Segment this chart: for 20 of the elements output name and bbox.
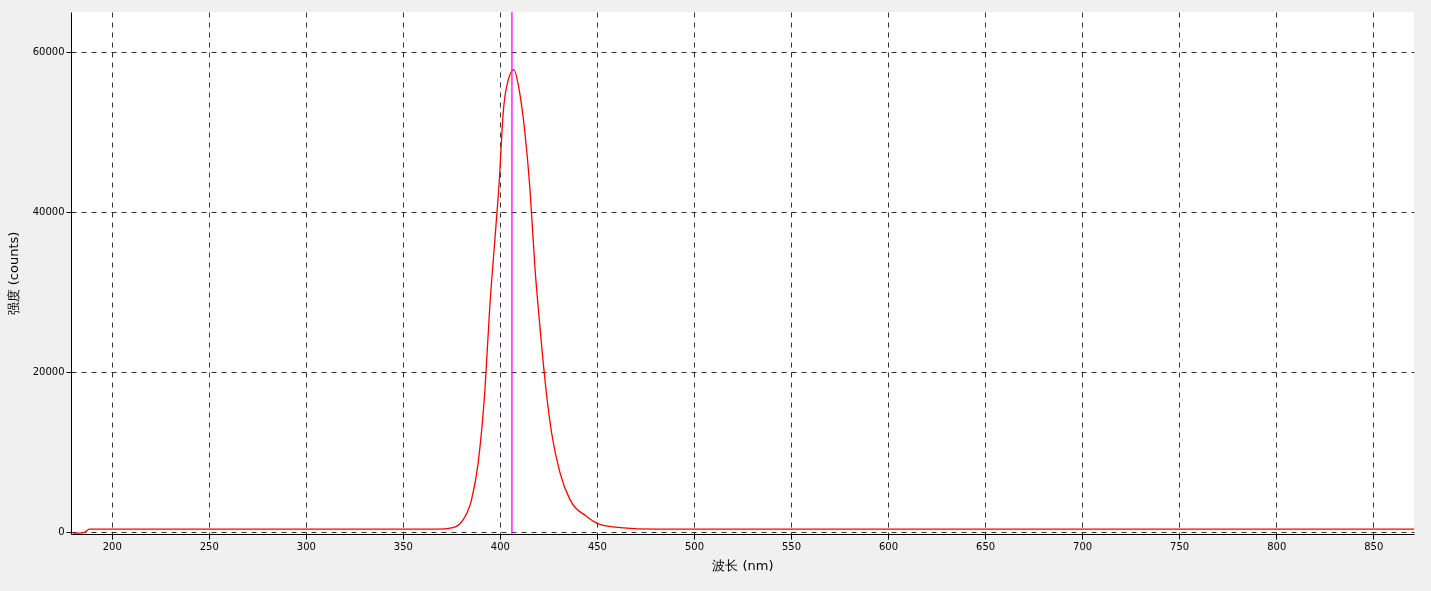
x-tick-label: 300 xyxy=(296,540,316,552)
y-tick-label: 0 xyxy=(58,526,65,538)
x-tick-label: 350 xyxy=(393,540,413,552)
x-tick-label: 250 xyxy=(199,540,219,552)
y-tick-label: 40000 xyxy=(32,206,65,218)
x-tick-label: 700 xyxy=(1073,540,1093,552)
x-tick-label: 650 xyxy=(976,540,996,552)
x-tick-label: 800 xyxy=(1267,540,1287,552)
x-tick-label: 850 xyxy=(1364,540,1384,552)
x-tick-label: 550 xyxy=(781,540,802,552)
x-tick-label: 750 xyxy=(1170,540,1190,552)
x-tick-label: 200 xyxy=(102,540,122,552)
x-tick-label: 400 xyxy=(490,540,510,552)
x-tick-label: 500 xyxy=(684,540,705,552)
y-axis-title: 强度 (counts) xyxy=(5,231,21,316)
x-axis-title: 波长 (nm) xyxy=(712,557,774,573)
x-tick-label: 600 xyxy=(879,540,899,552)
x-tick-label: 450 xyxy=(587,540,607,552)
y-tick-label: 60000 xyxy=(32,46,65,58)
y-tick-label: 20000 xyxy=(32,366,65,378)
